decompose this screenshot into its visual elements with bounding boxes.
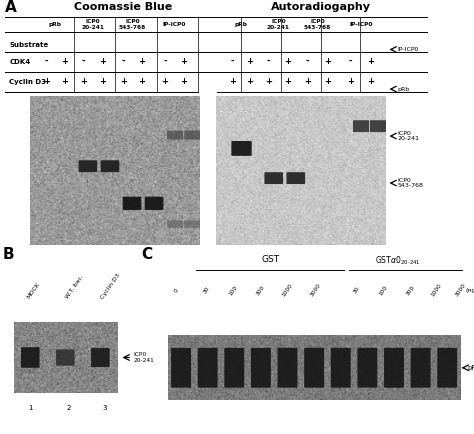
Text: 1: 1: [28, 405, 33, 411]
Text: +: +: [367, 57, 374, 66]
Text: -: -: [163, 57, 167, 66]
Text: MOCK: MOCK: [26, 281, 41, 299]
Text: ICP0
20-241: ICP0 20-241: [133, 352, 154, 363]
Text: 3: 3: [82, 238, 86, 244]
Text: +: +: [43, 77, 50, 86]
Text: 3: 3: [102, 405, 107, 411]
Text: +: +: [138, 57, 145, 66]
Text: ICP0
20-241: ICP0 20-241: [267, 20, 290, 30]
Text: +: +: [324, 77, 331, 86]
Text: 100: 100: [228, 284, 238, 296]
Text: 1000: 1000: [430, 283, 443, 298]
Text: +: +: [99, 77, 106, 86]
Text: 6: 6: [139, 238, 144, 244]
Text: +: +: [284, 77, 292, 86]
Text: 8: 8: [182, 238, 186, 244]
Text: pRb: pRb: [468, 365, 474, 371]
Text: IP-ICP0: IP-ICP0: [349, 22, 373, 27]
Text: 3000: 3000: [454, 283, 467, 298]
Text: Substrate: Substrate: [9, 42, 49, 48]
Text: 7: 7: [163, 238, 167, 244]
Text: -: -: [121, 57, 125, 66]
Text: 11: 11: [246, 238, 255, 244]
Text: 10: 10: [228, 238, 237, 244]
Text: +: +: [120, 77, 127, 86]
Text: 5: 5: [121, 238, 126, 244]
Text: Cyclin D3: Cyclin D3: [100, 272, 122, 299]
Text: Cyclin D3: Cyclin D3: [9, 79, 46, 85]
Text: IP-ICP0: IP-ICP0: [163, 22, 186, 27]
Text: -: -: [45, 57, 48, 66]
Text: CDK4: CDK4: [9, 59, 31, 65]
Text: +: +: [347, 77, 354, 86]
Text: -: -: [82, 57, 85, 66]
Text: pRb: pRb: [49, 22, 62, 27]
Text: 12: 12: [264, 238, 273, 244]
Text: 1: 1: [44, 238, 49, 244]
Text: GST$\alpha$0$_{\mathregular{20\text{-}241}}$: GST$\alpha$0$_{\mathregular{20\text{-}24…: [375, 255, 421, 267]
Text: pRb: pRb: [235, 22, 248, 27]
Text: +: +: [246, 57, 254, 66]
Text: +: +: [180, 57, 187, 66]
Text: 13: 13: [283, 238, 292, 244]
Text: W.T. bac.: W.T. bac.: [64, 274, 85, 299]
Text: +: +: [61, 57, 68, 66]
Text: GST: GST: [261, 255, 280, 264]
Text: ICP0
543-768: ICP0 543-768: [304, 20, 331, 30]
Text: 14: 14: [303, 238, 312, 244]
Text: 300: 300: [255, 284, 265, 296]
Bar: [199, 92, 218, 247]
Text: C: C: [141, 247, 152, 263]
Text: 15: 15: [323, 238, 332, 244]
Text: +: +: [99, 57, 106, 66]
Text: 2: 2: [66, 405, 71, 411]
Text: +: +: [284, 57, 292, 66]
Text: +: +: [162, 77, 168, 86]
Text: B: B: [3, 247, 14, 263]
Text: 30: 30: [352, 286, 360, 295]
Text: -: -: [306, 57, 310, 66]
Text: +: +: [80, 77, 87, 86]
Text: 2: 2: [62, 238, 66, 244]
Text: IP-ICP0: IP-ICP0: [397, 47, 419, 52]
Text: +: +: [246, 77, 254, 86]
Text: 1000: 1000: [281, 283, 293, 298]
Text: (ng): (ng): [465, 288, 474, 293]
Text: +: +: [61, 77, 68, 86]
Text: ICP0
543-768: ICP0 543-768: [397, 178, 423, 188]
Text: 4: 4: [100, 238, 104, 244]
Text: 3000: 3000: [310, 283, 322, 298]
Text: 0: 0: [173, 287, 179, 293]
Text: ICP0
20-241: ICP0 20-241: [397, 131, 419, 141]
Text: A: A: [5, 0, 17, 15]
Text: -: -: [230, 57, 234, 66]
Text: +: +: [229, 77, 236, 86]
Text: Coomassie Blue: Coomassie Blue: [74, 3, 173, 13]
Text: +: +: [138, 77, 145, 86]
Text: +: +: [367, 77, 374, 86]
Bar: [335, 332, 349, 406]
Text: pRb: pRb: [397, 86, 410, 92]
Text: +: +: [265, 77, 272, 86]
Text: ICP0
543-768: ICP0 543-768: [119, 20, 146, 30]
Text: 30: 30: [202, 286, 210, 295]
Text: 9: 9: [212, 238, 217, 244]
Text: 16: 16: [346, 238, 356, 244]
Text: ICP0
20-241: ICP0 20-241: [82, 20, 104, 30]
Text: -: -: [349, 57, 353, 66]
Text: Autoradiogaphy: Autoradiogaphy: [271, 3, 371, 13]
Text: -: -: [267, 57, 270, 66]
Text: +: +: [304, 77, 311, 86]
Text: 100: 100: [378, 284, 388, 296]
Text: +: +: [324, 57, 331, 66]
Text: 300: 300: [405, 284, 415, 296]
Text: +: +: [180, 77, 187, 86]
